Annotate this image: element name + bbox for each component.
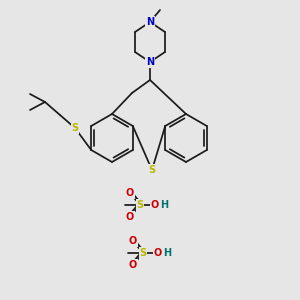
Text: S: S: [140, 248, 147, 258]
Text: N: N: [146, 17, 154, 27]
Text: O: O: [126, 188, 134, 198]
Text: S: S: [71, 123, 79, 133]
Text: H: H: [160, 200, 168, 210]
Text: O: O: [129, 236, 137, 246]
Text: N: N: [146, 57, 154, 67]
Text: S: S: [148, 165, 156, 175]
Text: O: O: [151, 200, 159, 210]
Text: S: S: [136, 200, 144, 210]
Text: O: O: [154, 248, 162, 258]
Text: H: H: [163, 248, 171, 258]
Text: O: O: [126, 212, 134, 222]
Text: O: O: [129, 260, 137, 270]
